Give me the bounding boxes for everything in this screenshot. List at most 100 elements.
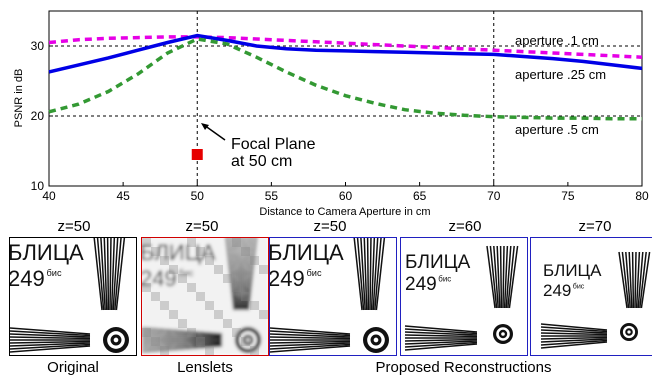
chart-hfan-line [142,327,223,335]
chart-fan-line [625,251,631,309]
chart-fan-line [507,245,515,309]
chart-hfan-line [540,332,608,336]
chart-text-line1: БЛИЦА [543,261,602,280]
chart-hfan-line [142,343,223,350]
chart-fan-line [112,238,119,311]
chart-fan-line [96,238,105,311]
chart-fan-line [114,238,122,311]
chart-text-number: 249 [10,266,45,291]
y-tick-label: 20 [31,109,45,123]
chart-fan-line [372,238,379,311]
panel-recon-60: БЛИЦА 249 бис [400,237,528,356]
chart-text-superscript: бис [307,268,322,278]
chart-hfan-line [10,336,91,340]
chart-hfan-line [10,343,91,350]
chart-hfan-line [10,345,91,353]
chart-text-line1: БЛИЦА [270,240,344,265]
chart-fan-line [106,238,110,311]
series-label-aperture-1: aperture .1 cm [515,33,599,48]
chart-fan-line [496,245,501,309]
series-label-aperture-5: aperture .5 cm [515,122,599,137]
chart-hfan-line [142,345,223,353]
chart-text-superscript: бис [573,282,585,290]
chart-hfan-line [10,342,91,347]
chart-hfan-line [10,330,91,337]
caption-lenslets: Lenslets [177,359,233,376]
chart-fan-line [637,251,644,309]
chart-text-number: 249 [270,266,305,291]
y-tick-label: 10 [31,179,45,193]
chart-hfan-line [10,340,91,344]
chart-fan-line [242,238,248,311]
x-tick-label: 60 [339,189,353,203]
chart-fan-line [375,238,386,311]
panel-recon-50: БЛИЦА 249 бис [269,237,397,356]
chart-fan-line [360,238,366,311]
series-label-aperture-25: aperture .25 cm [515,67,606,82]
chart-hfan-line [404,334,478,338]
chart-fan-line [363,238,368,311]
chart-text-number: 249 [543,281,571,300]
series-line-1 [48,33,643,74]
chart-hfan-line [540,329,608,334]
chart-fan-line [631,251,635,309]
series-line-0 [48,35,643,59]
chart-hfan-line [404,340,478,345]
chart-fan-line [486,245,496,309]
chart-fan-line [640,251,651,309]
chart-hfan-line [142,333,223,338]
caption-original: Original [47,359,99,376]
chart-hfan-line [270,330,351,337]
chart-fan-line [238,238,242,311]
chart-fan-line [225,238,235,311]
chart-hfan-line [270,333,351,338]
chart-fan-line [235,238,240,311]
x-tick-label: 65 [413,189,427,203]
chart-text-superscript: бис [179,268,194,278]
chart-fan-line [246,238,254,311]
panel-title-lenslets: z=50 [185,218,219,235]
chart-text-line1: БЛИЦА [405,252,471,273]
chart-fan-line [232,238,238,311]
chart-fan-line [639,251,647,309]
chart-hfan-line [270,345,351,353]
chart-hfan-line [404,338,478,342]
chart-fan-line [247,238,258,311]
chart-fan-line [621,251,630,309]
chart-fan-line [110,238,116,311]
x-tick-label: 40 [42,189,56,203]
caption-proposed: Proposed Reconstructions [375,359,552,376]
chart-fan-line [369,238,372,311]
chart-fan-line [493,245,499,309]
x-axis-label: Distance to Camera Aperture in cm [259,206,430,218]
chart-text-superscript: бис [47,268,62,278]
chart-text-line1: БЛИЦА [10,240,84,265]
x-tick-label: 55 [265,189,279,203]
chart-hfan-line [540,336,608,340]
chart-fan-line [508,245,519,309]
chart-hfan-line [270,342,351,347]
chart-hfan-line [142,336,223,340]
chart-hfan-line [540,341,608,349]
focal-marker [191,149,203,160]
chart-fan-line [634,251,637,309]
chart-hfan-line [142,330,223,337]
chart-hfan-line [404,343,478,351]
y-axis-label: PSNR in dB [13,69,25,128]
chart-hfan-line [404,341,478,348]
chart-text-superscript: бис [438,274,451,283]
chart-fan-line [356,238,365,311]
chart-hfan-line [404,325,478,333]
chart-text-number: 249 [142,266,177,291]
chart-fan-line [115,238,126,311]
focal-annotation-line1: Focal Plane [231,136,316,153]
chart-fan-line [635,251,641,309]
panel-recon-70: БЛИЦА 249 бис [530,237,652,356]
chart-fan-line [503,245,509,309]
chart-fan-line [618,251,628,309]
chart-fan-line [103,238,108,311]
x-tick-label: 45 [116,189,130,203]
chart-text-number: 249 [405,274,437,295]
